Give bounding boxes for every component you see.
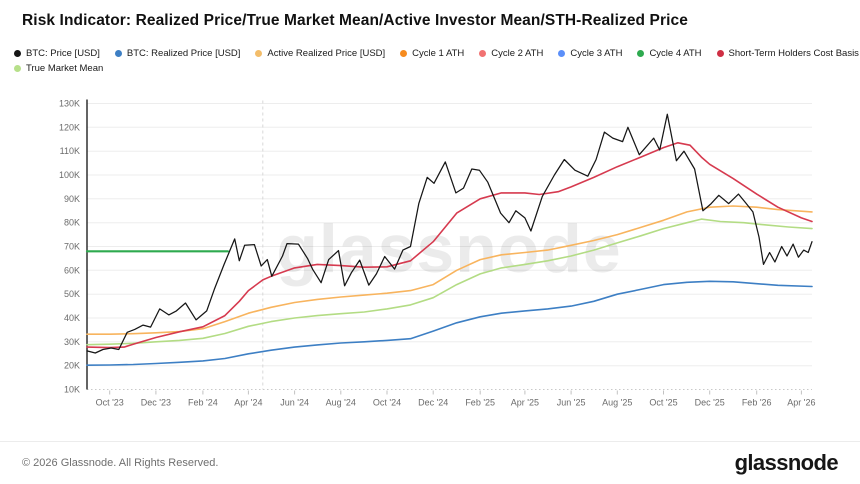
y-tick-label: 60K: [64, 265, 80, 275]
cycle-2-ath-swatch-icon: [479, 50, 487, 57]
x-tick-label: Oct '24: [373, 398, 401, 408]
y-tick-label: 120K: [59, 122, 80, 132]
legend-item-label: True Market Mean: [26, 63, 104, 74]
cycle-1-ath-swatch-icon: [400, 50, 408, 57]
legend-row-2: True Market Mean: [14, 62, 852, 75]
legend-item-short-term-holders-cost-basis[interactable]: Short-Term Holders Cost Basis: [716, 48, 859, 59]
x-tick-label: Feb '26: [742, 398, 772, 408]
y-tick-label: 40K: [64, 313, 80, 323]
x-tick-label: Dec '25: [695, 398, 725, 408]
series-active-realized-price: [86, 205, 813, 336]
page-title: Risk Indicator: Realized Price/True Mark…: [22, 12, 688, 29]
series-sth-cost-basis: [86, 142, 813, 349]
legend-item-label: Cycle 4 ATH: [649, 48, 702, 59]
legend-row-1: BTC: Price [USD] BTC: Realized Price [USD…: [14, 47, 859, 60]
y-tick-label: 80K: [64, 218, 80, 228]
cycle-4-ath-swatch-icon: [637, 50, 645, 57]
x-tick-label: Dec '23: [141, 398, 171, 408]
legend-item-btc-realized-price-usd[interactable]: BTC: Realized Price [USD]: [114, 48, 241, 59]
legend-item-label: Cycle 3 ATH: [570, 48, 623, 59]
legend-item-cycle-4-ath[interactable]: Cycle 4 ATH: [637, 48, 702, 59]
y-tick-label: 100K: [59, 170, 80, 180]
footer: © 2026 Glassnode. All Rights Reserved. g…: [0, 441, 860, 484]
legend-item-label: BTC: Price [USD]: [26, 48, 100, 59]
legend-item-label: BTC: Realized Price [USD]: [126, 48, 241, 59]
series-true-market-mean: [86, 218, 813, 346]
x-tick-label: Apr '25: [511, 398, 539, 408]
x-tick-label: Apr '24: [234, 398, 262, 408]
legend-item-cycle-3-ath[interactable]: Cycle 3 ATH: [558, 48, 622, 59]
cycle-3-ath-swatch-icon: [558, 50, 566, 57]
y-tick-label: 50K: [64, 289, 80, 299]
y-tick-label: 90K: [64, 194, 80, 204]
y-tick-label: 20K: [64, 361, 80, 371]
y-tick-label: 70K: [64, 242, 80, 252]
btc-realized-price-usd-swatch-icon: [114, 50, 122, 57]
x-tick-label: Oct '25: [649, 398, 677, 408]
x-tick-label: Aug '24: [326, 398, 356, 408]
legend-item-label: Short-Term Holders Cost Basis: [728, 48, 859, 59]
series-btc-price: [86, 113, 813, 354]
x-tick-label: Aug '25: [602, 398, 632, 408]
copyright-text: © 2026 Glassnode. All Rights Reserved.: [22, 457, 219, 469]
x-tick-label: Jun '24: [280, 398, 309, 408]
y-tick-label: 30K: [64, 337, 80, 347]
y-tick-label: 110K: [60, 146, 80, 156]
legend-item-label: Cycle 2 ATH: [491, 48, 544, 59]
legend-item-btc-price-usd[interactable]: BTC: Price [USD]: [14, 48, 100, 59]
btc-price-usd-swatch-icon: [14, 50, 21, 57]
legend-item-label: Cycle 1 ATH: [412, 48, 465, 59]
active-realized-price-usd-swatch-icon: [255, 50, 263, 57]
short-term-holders-cost-basis-swatch-icon: [716, 50, 724, 57]
x-axis: Oct '23 Dec '23 Feb '24 Apr '24 Jun '24 Aug '…: [96, 390, 816, 408]
x-tick-label: Oct '23: [96, 398, 124, 408]
y-tick-label: 10K: [64, 385, 80, 395]
x-tick-label: Jun '25: [557, 398, 586, 408]
x-tick-label: Dec '24: [418, 398, 448, 408]
x-tick-label: Feb '24: [188, 398, 218, 408]
x-tick-label: Feb '25: [465, 398, 495, 408]
legend-item-label: Active Realized Price [USD]: [267, 48, 386, 59]
x-tick-label: Apr '26: [787, 398, 815, 408]
legend-item-true-market-mean[interactable]: True Market Mean: [14, 63, 103, 74]
legend-item-cycle-2-ath[interactable]: Cycle 2 ATH: [479, 48, 543, 59]
true-market-mean-swatch-icon: [14, 65, 21, 72]
chart-legend: BTC: Price [USD] BTC: Realized Price [USD…: [14, 47, 859, 75]
legend-item-cycle-1-ath[interactable]: Cycle 1 ATH: [400, 48, 464, 59]
y-tick-label: 130K: [59, 99, 80, 109]
legend-item-active-realized-price-usd[interactable]: Active Realized Price [USD]: [255, 48, 385, 59]
series-btc-realized-price: [86, 280, 813, 367]
glassnode-logo: glassnode: [734, 450, 839, 475]
